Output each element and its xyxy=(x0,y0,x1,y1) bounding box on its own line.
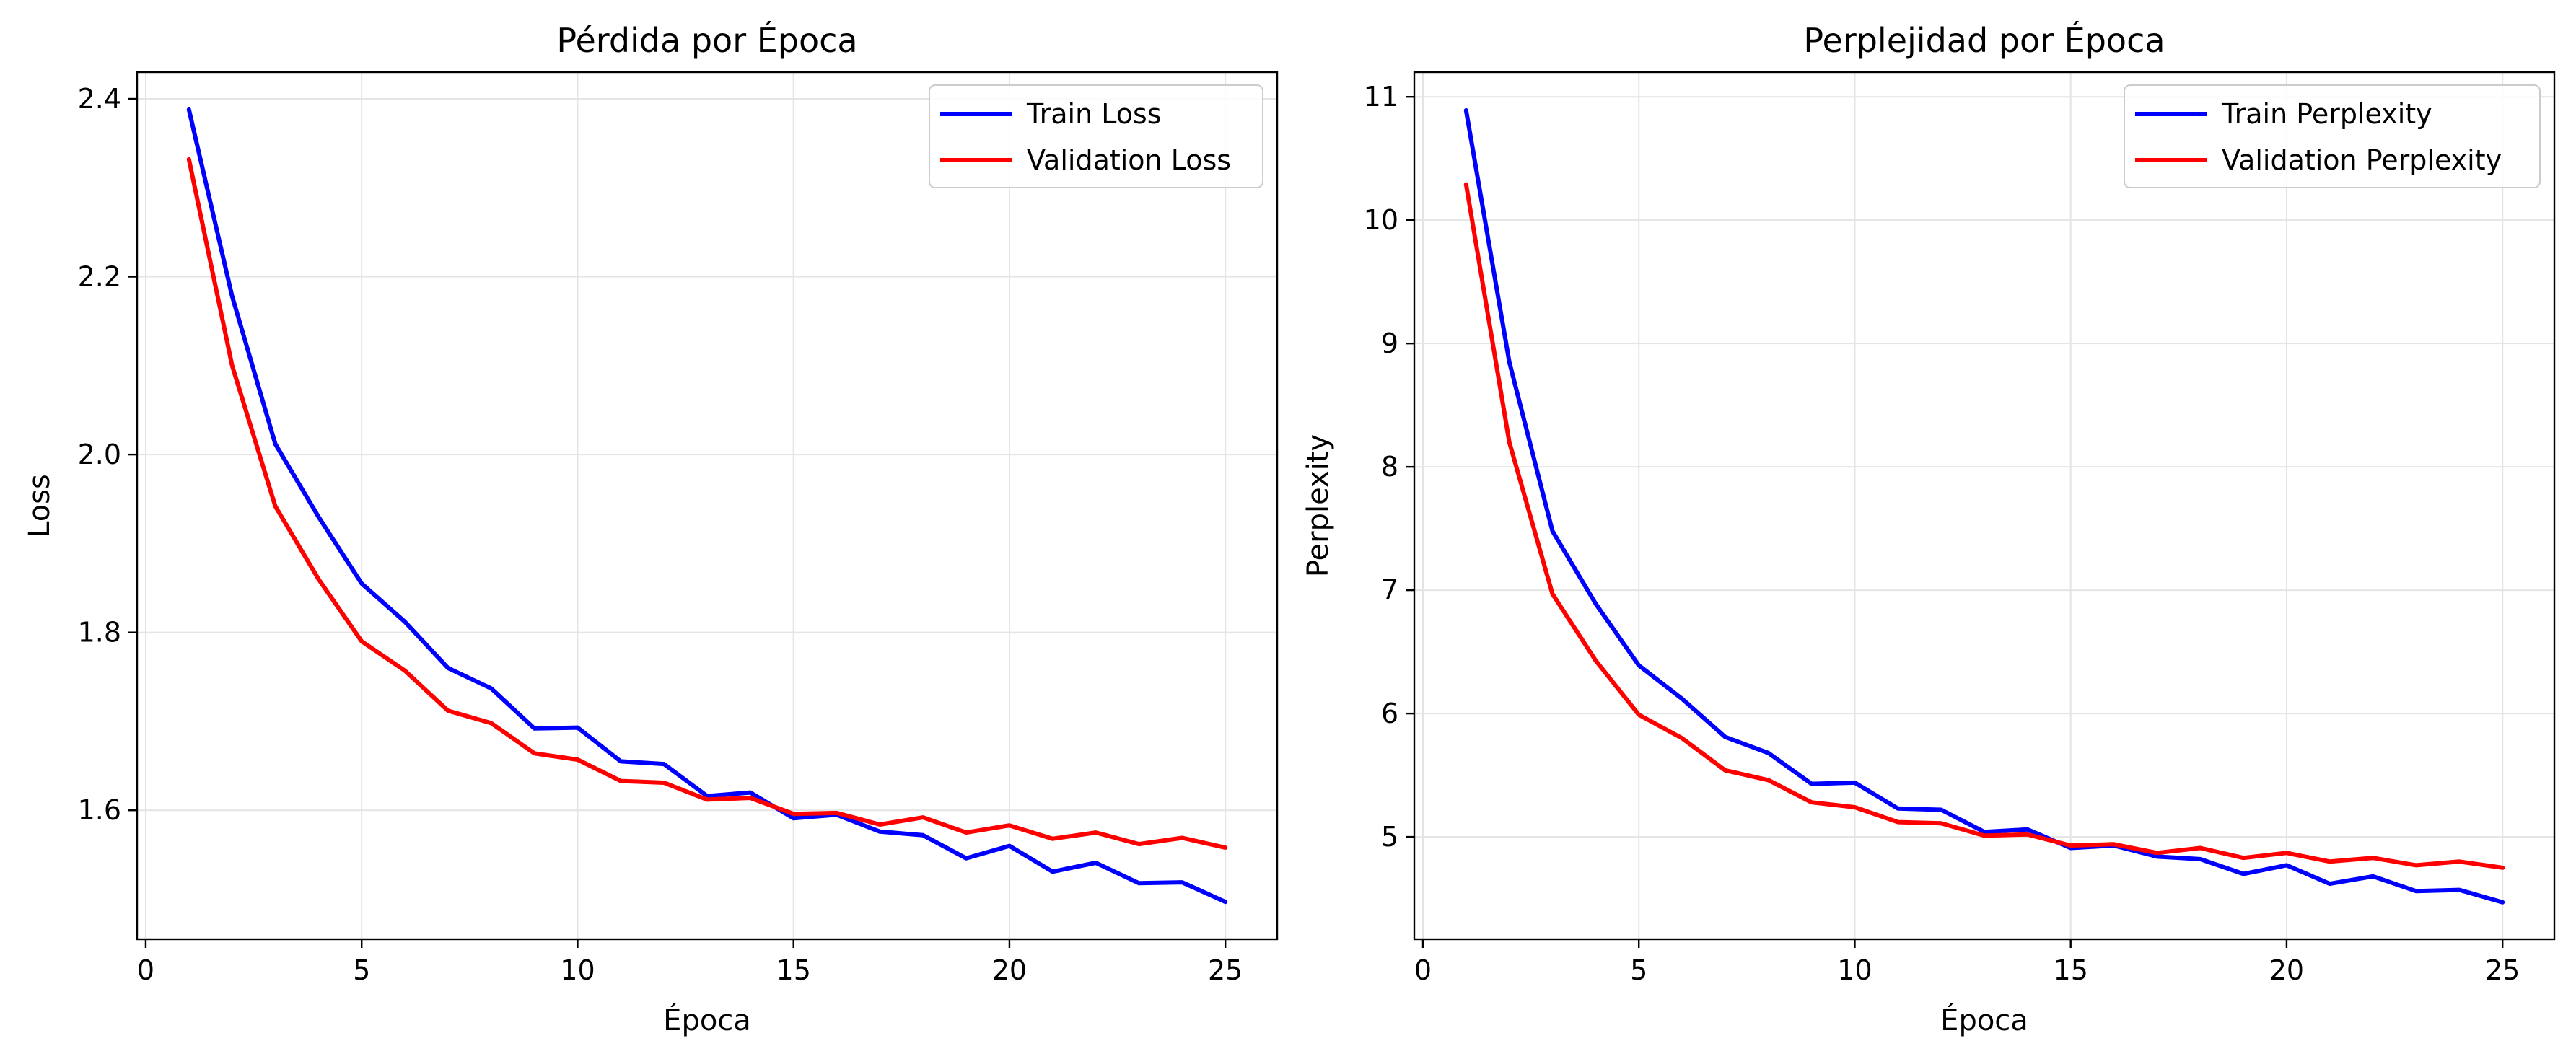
perplexity-y-tick-label: 6 xyxy=(1381,698,1398,729)
perplexity-x-tick-label: 20 xyxy=(2269,954,2304,986)
loss-x-tick-label: 0 xyxy=(137,954,154,986)
loss-chart-panel: 0 5 10 15 20 25 1.6 1.8 2.0 2.2 2.4 Pérdida por Ép… xyxy=(23,21,1279,1037)
perplexity-y-tick-label: 9 xyxy=(1381,328,1398,359)
perplexity-y-tick-label: 10 xyxy=(1364,204,1398,236)
loss-y-axis-label: Loss xyxy=(23,474,56,537)
loss-plot-frame xyxy=(136,71,1279,941)
perplexity-y-tick-label: 11 xyxy=(1364,81,1398,113)
perplexity-x-tick-label: 5 xyxy=(1630,954,1647,986)
loss-y-tick-label: 2.0 xyxy=(78,439,121,470)
loss-y-tick-label: 1.8 xyxy=(78,617,121,649)
loss-legend: Train Loss Validation Loss xyxy=(929,84,1263,188)
perplexity-x-tick-label: 25 xyxy=(2485,954,2520,986)
perplexity-y-tick-label: 5 xyxy=(1381,821,1398,853)
perplexity-y-tick-label: 8 xyxy=(1381,451,1398,483)
legend-label-train-loss: Train Loss xyxy=(1026,98,1162,130)
perplexity-y-tick-label: 7 xyxy=(1381,574,1398,606)
loss-x-axis-label: Época xyxy=(663,1003,751,1037)
loss-y-tick-label: 2.4 xyxy=(78,83,121,115)
perplexity-chart-panel: 0 5 10 15 20 25 5 6 7 8 9 10 11 Perplejidad por Époc… xyxy=(1302,21,2556,1037)
perplexity-legend-box xyxy=(2124,84,2541,188)
perplexity-x-axis-label: Época xyxy=(1940,1003,2028,1037)
legend-label-validation-loss: Validation Loss xyxy=(1027,144,1231,176)
perplexity-chart-title: Perplejidad por Época xyxy=(1803,21,2165,60)
loss-y-tick-label: 1.6 xyxy=(78,794,121,826)
perplexity-plot-frame xyxy=(1413,71,2556,941)
loss-x-tick-label: 10 xyxy=(560,954,595,986)
series-line-train-perplexity xyxy=(1463,108,2505,905)
perplexity-x-tick-label: 10 xyxy=(1837,954,1872,986)
loss-y-tick-label: 2.2 xyxy=(78,261,121,293)
loss-x-tick-label: 20 xyxy=(992,954,1027,986)
series-line-train-loss xyxy=(186,107,1228,905)
legend-label-train-perplexity: Train Perplexity xyxy=(2221,98,2432,130)
loss-legend-box xyxy=(929,84,1263,188)
perplexity-y-axis-label: Perplexity xyxy=(1302,434,1335,577)
perplexity-x-tick-label: 0 xyxy=(1414,954,1432,986)
series-line-validation-perplexity xyxy=(1463,182,2505,870)
loss-x-tick-label: 5 xyxy=(353,954,370,986)
perplexity-x-tick-label: 15 xyxy=(2054,954,2088,986)
loss-x-tick-label: 25 xyxy=(1208,954,1243,986)
series-line-validation-loss xyxy=(186,157,1228,850)
loss-chart-title: Pérdida por Época xyxy=(556,21,857,60)
perplexity-legend: Train Perplexity Validation Perplexity xyxy=(2124,84,2541,188)
legend-label-validation-perplexity: Validation Perplexity xyxy=(2222,144,2502,176)
loss-x-tick-label: 15 xyxy=(776,954,811,986)
